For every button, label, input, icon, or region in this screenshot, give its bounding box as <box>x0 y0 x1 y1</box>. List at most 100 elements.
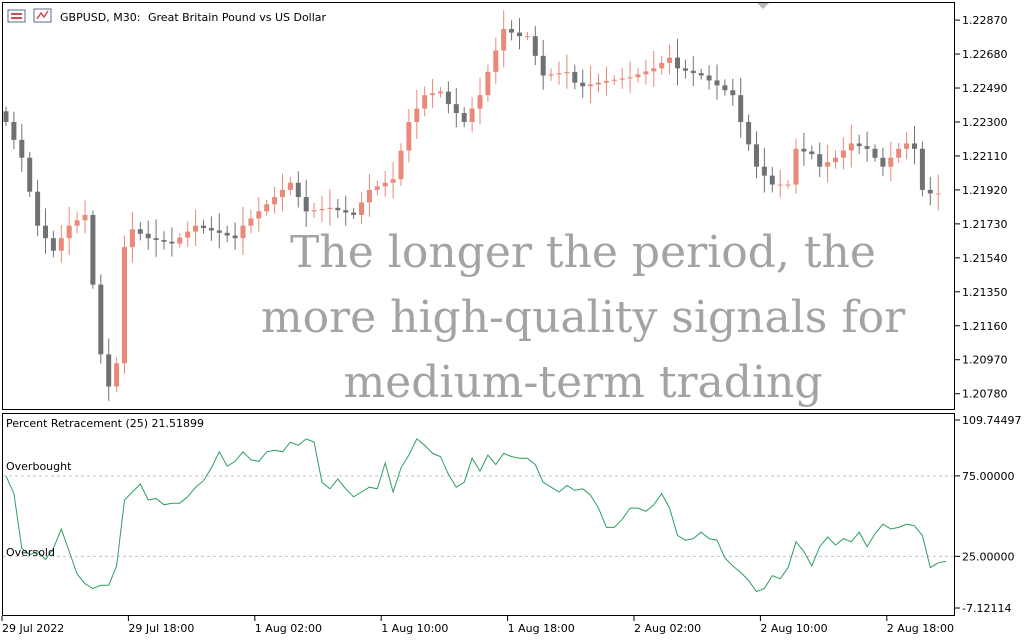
main-price-panel: 1.22870 1.22680 1.22490 1.22300 1.22110 1.219… <box>2 2 1008 410</box>
candle <box>904 131 910 160</box>
price-tick-label: 1.21160 <box>962 320 1008 333</box>
chart-header: GBPUSD, M30: Great Britain Pound vs US D… <box>7 8 327 24</box>
candle <box>848 124 854 168</box>
indicator-axis: 109.74497 75.00000 25.00000 -7.12114 <box>955 414 1022 615</box>
candle <box>785 180 791 189</box>
candle <box>706 65 712 90</box>
candle <box>161 231 167 250</box>
candle <box>264 199 270 216</box>
candle <box>311 202 317 218</box>
indicator-panel-frame <box>2 413 955 616</box>
time-tick-label: 2 Aug 10:00 <box>760 622 827 635</box>
time-tick-label: 29 Jul 18:00 <box>128 622 194 635</box>
candle <box>548 68 554 81</box>
candle <box>351 208 357 219</box>
candle <box>746 114 752 151</box>
time-tick-label: 1 Aug 02:00 <box>255 622 322 635</box>
candle <box>319 195 325 222</box>
indicator-tick-label: 109.74497 <box>962 414 1022 427</box>
candle <box>611 75 617 85</box>
candle <box>738 77 744 138</box>
candle <box>730 78 736 106</box>
candle <box>856 134 862 154</box>
candle <box>603 66 609 96</box>
candle <box>98 274 104 364</box>
candle <box>129 211 135 263</box>
candle <box>572 64 578 90</box>
candle <box>477 77 483 125</box>
candle <box>840 137 846 170</box>
candle <box>256 196 262 232</box>
candle <box>564 54 570 89</box>
indicator-tick-label: -7.12114 <box>962 602 1011 615</box>
candle <box>240 206 246 256</box>
candle <box>208 216 214 241</box>
candle <box>232 222 238 250</box>
price-tick-label: 1.22110 <box>962 150 1008 163</box>
candle <box>216 213 222 249</box>
candle <box>769 166 775 193</box>
candle <box>675 38 680 86</box>
scroll-marker-icon[interactable] <box>757 3 769 9</box>
candle <box>501 10 507 68</box>
candle <box>864 131 870 162</box>
candle <box>453 88 459 128</box>
candle <box>414 89 420 139</box>
candle <box>303 179 309 227</box>
candle <box>651 51 657 87</box>
overlay-caption: The longer the period, the more high-qua… <box>261 227 906 408</box>
candle <box>880 147 886 176</box>
candle <box>390 161 396 199</box>
candle <box>66 206 72 256</box>
candle <box>461 107 467 128</box>
price-tick-label: 1.22680 <box>962 48 1008 61</box>
candle <box>659 55 665 75</box>
candle <box>374 180 380 196</box>
candle <box>801 132 807 166</box>
candle <box>398 143 404 186</box>
time-tick-label: 1 Aug 10:00 <box>381 622 448 635</box>
candle <box>643 59 649 85</box>
candle <box>935 174 941 211</box>
candle <box>896 142 902 164</box>
indicator-label: Percent Retracement (25) 21.51899 <box>6 417 204 430</box>
candle <box>517 18 522 50</box>
candle <box>524 31 530 41</box>
candle <box>833 150 838 169</box>
symbol-description: Great Britain Pound vs US Dollar <box>148 11 327 24</box>
candle <box>137 221 143 241</box>
candle <box>722 79 728 96</box>
time-tick-label: 2 Aug 02:00 <box>634 622 701 635</box>
candle <box>422 86 428 117</box>
candle <box>509 20 515 41</box>
candle <box>888 141 894 181</box>
candle <box>825 144 831 183</box>
chart-type-icon[interactable] <box>7 9 26 23</box>
time-tick-label: 1 Aug 18:00 <box>508 622 575 635</box>
overbought-label: Overbought <box>6 460 72 473</box>
candle <box>761 147 767 193</box>
candle <box>809 145 815 160</box>
candle <box>919 141 925 197</box>
indicator-icon[interactable] <box>33 8 52 23</box>
candle <box>280 174 285 212</box>
candle <box>11 111 17 150</box>
candle <box>74 211 80 234</box>
overlay-line-2: more high-quality signals for <box>261 292 906 343</box>
candle <box>540 39 546 90</box>
price-tick-label: 1.20780 <box>962 388 1008 401</box>
candle <box>35 180 41 237</box>
price-tick-label: 1.20970 <box>962 354 1008 367</box>
candle <box>619 68 625 89</box>
price-tick-label: 1.22870 <box>962 14 1008 27</box>
candle <box>145 220 151 250</box>
candle <box>248 209 254 234</box>
candle <box>580 69 586 98</box>
price-tick-label: 1.22490 <box>962 82 1008 95</box>
candle <box>793 138 799 194</box>
candle <box>201 219 206 234</box>
candle <box>485 64 491 102</box>
overlay-line-1: The longer the period, the <box>290 227 876 278</box>
candle <box>177 233 183 248</box>
